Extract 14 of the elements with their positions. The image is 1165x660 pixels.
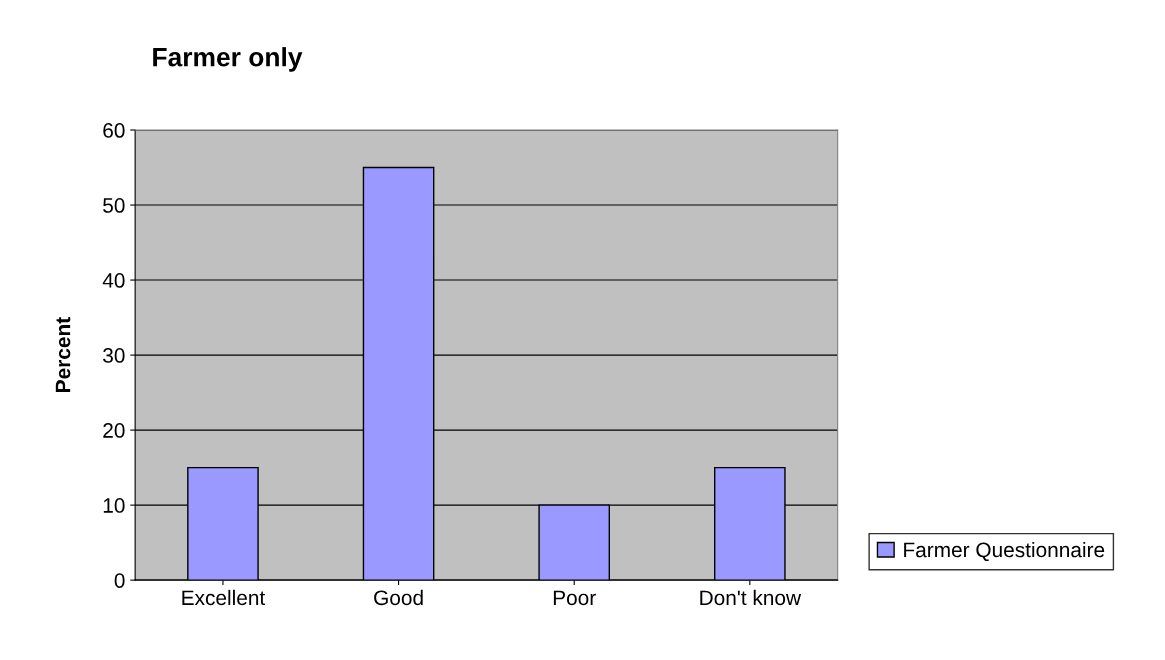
y-tick-label: 40	[102, 273, 125, 288]
x-tick-label: Don't know	[700, 589, 802, 606]
y-tick-label: 10	[103, 498, 125, 513]
chart-title: Farmer only	[153, 47, 303, 72]
x-tick-label: Poor	[553, 590, 596, 606]
y-tick-label: 50	[103, 198, 125, 213]
y-tick-label: 20	[103, 423, 125, 438]
y-tick-label: 60	[103, 123, 125, 138]
legend-label: Farmer Questionnaire	[904, 541, 1105, 561]
x-tick-label: Excellent	[182, 589, 266, 606]
x-tick-label: Good	[374, 589, 423, 606]
y-tick-label: 30	[103, 348, 125, 363]
y-axis-title: Percent	[55, 317, 71, 392]
y-tick-label: 0	[114, 573, 125, 588]
